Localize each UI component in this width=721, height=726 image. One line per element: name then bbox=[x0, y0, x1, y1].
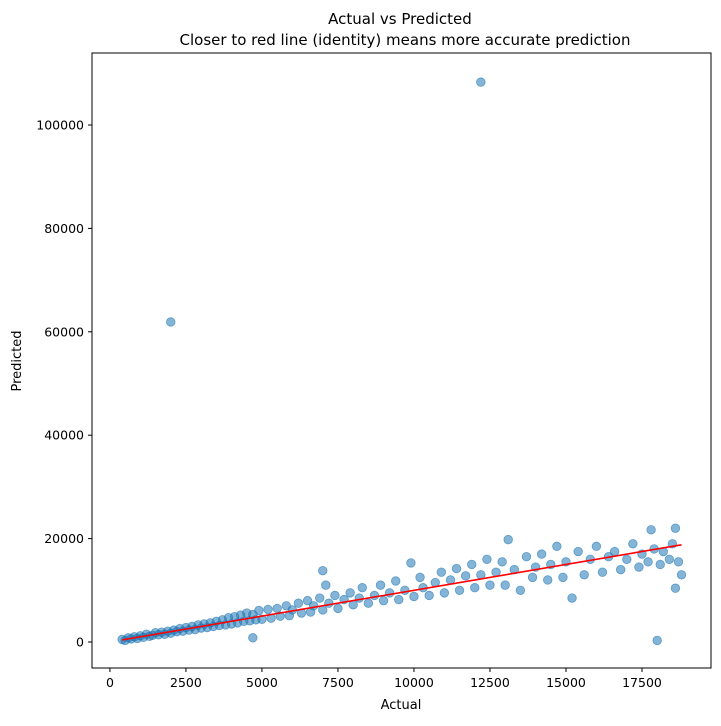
data-point bbox=[406, 558, 416, 568]
data-point bbox=[424, 590, 434, 601]
data-point bbox=[527, 572, 538, 583]
x-tick-label: 7500 bbox=[322, 675, 354, 690]
data-point bbox=[670, 583, 681, 593]
data-point bbox=[315, 593, 325, 603]
x-axis-label: Actual bbox=[381, 698, 422, 713]
data-point bbox=[591, 541, 602, 552]
data-point bbox=[324, 598, 334, 608]
data-point bbox=[470, 583, 480, 593]
data-point bbox=[318, 565, 328, 576]
data-point bbox=[394, 594, 404, 605]
x-tick-label: 10000 bbox=[394, 675, 434, 690]
y-tick-label: 80000 bbox=[44, 221, 84, 236]
data-point bbox=[597, 567, 608, 577]
data-point bbox=[543, 575, 553, 585]
x-axis: 0 2500 5000 7500 10000 12500 15000 17500 bbox=[106, 668, 662, 690]
data-point bbox=[485, 580, 495, 590]
data-point bbox=[363, 598, 374, 608]
data-point bbox=[655, 559, 665, 570]
data-point bbox=[567, 593, 577, 603]
data-point bbox=[670, 523, 681, 533]
data-point bbox=[308, 601, 319, 611]
x-tick-label: 2500 bbox=[170, 675, 202, 690]
data-point bbox=[378, 595, 389, 606]
x-tick-label: 0 bbox=[106, 675, 114, 690]
data-point bbox=[497, 557, 507, 567]
data-point bbox=[357, 583, 367, 593]
data-point bbox=[652, 635, 662, 646]
data-point bbox=[375, 580, 386, 590]
x-tick-label: 12500 bbox=[470, 675, 510, 690]
data-point bbox=[439, 588, 450, 598]
data-point bbox=[676, 570, 687, 580]
data-point bbox=[515, 585, 526, 595]
data-point bbox=[664, 554, 675, 564]
data-point bbox=[263, 604, 273, 615]
data-point bbox=[536, 549, 547, 559]
plot-frame bbox=[91, 52, 712, 669]
identity-line bbox=[121, 544, 682, 641]
data-point bbox=[573, 546, 583, 557]
data-point bbox=[436, 567, 447, 577]
data-point bbox=[500, 580, 510, 590]
data-point bbox=[467, 559, 477, 570]
data-point bbox=[333, 603, 343, 614]
data-point bbox=[643, 557, 653, 567]
data-point bbox=[503, 534, 513, 545]
data-point bbox=[609, 546, 620, 557]
data-point bbox=[369, 590, 380, 601]
x-tick-label: 17500 bbox=[622, 675, 662, 690]
x-tick-label: 15000 bbox=[546, 675, 586, 690]
data-point bbox=[248, 633, 258, 643]
data-point bbox=[293, 598, 304, 608]
data-point bbox=[616, 564, 626, 575]
y-axis-label: Predicted bbox=[10, 330, 25, 391]
data-point bbox=[272, 603, 282, 614]
data-point bbox=[391, 576, 401, 586]
x-tick-label: 5000 bbox=[246, 675, 278, 690]
data-point bbox=[302, 595, 313, 606]
data-point bbox=[476, 77, 486, 87]
data-point bbox=[400, 585, 410, 595]
data-point bbox=[646, 525, 656, 535]
data-point bbox=[409, 591, 419, 602]
data-point bbox=[579, 570, 589, 580]
y-tick-label: 60000 bbox=[44, 324, 84, 339]
y-tick-label: 20000 bbox=[44, 531, 84, 546]
data-point bbox=[345, 588, 355, 598]
data-point bbox=[622, 554, 632, 564]
data-point bbox=[454, 585, 465, 595]
data-point bbox=[628, 539, 638, 549]
y-tick-label: 0 bbox=[76, 634, 84, 649]
data-point bbox=[552, 541, 562, 552]
chart-subtitle: Closer to red line (identity) means more… bbox=[180, 31, 631, 49]
data-point bbox=[384, 588, 395, 598]
data-point bbox=[460, 571, 471, 581]
y-axis: 0 20000 40000 60000 80000 100000 bbox=[36, 118, 92, 649]
data-point bbox=[521, 551, 532, 562]
data-point bbox=[321, 580, 331, 590]
data-point bbox=[558, 572, 568, 583]
points-layer bbox=[117, 77, 687, 646]
y-tick-label: 100000 bbox=[36, 118, 84, 133]
y-tick-label: 40000 bbox=[44, 428, 84, 443]
data-point bbox=[166, 317, 176, 327]
data-point bbox=[415, 572, 425, 583]
data-point bbox=[254, 605, 264, 616]
data-point bbox=[330, 590, 340, 601]
data-point bbox=[451, 563, 462, 574]
data-point bbox=[354, 593, 364, 603]
data-point bbox=[673, 557, 684, 567]
data-point bbox=[634, 562, 644, 572]
data-point bbox=[482, 554, 492, 564]
chart-title: Actual vs Predicted bbox=[328, 10, 472, 28]
